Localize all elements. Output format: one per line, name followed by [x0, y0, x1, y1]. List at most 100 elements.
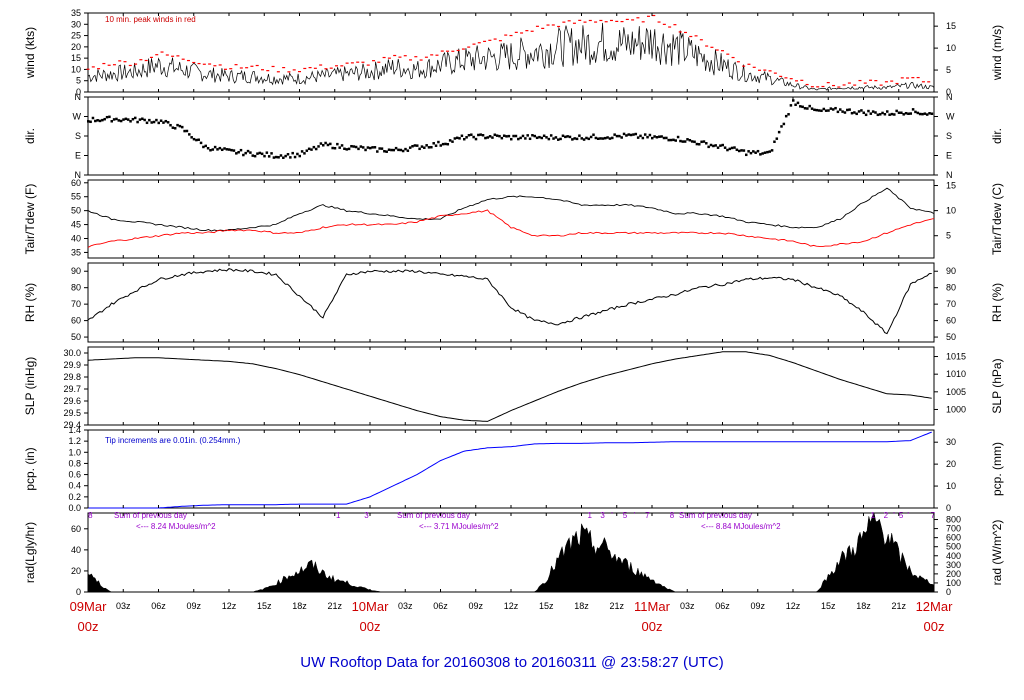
direction-point [155, 118, 158, 122]
direction-point [479, 133, 482, 136]
direction-point [768, 150, 771, 153]
left-tick-label: 0.2 [68, 492, 81, 502]
direction-point [890, 112, 894, 116]
direction-point [148, 118, 151, 122]
right-tick-label: 0 [946, 503, 951, 513]
direction-point [897, 111, 901, 114]
direction-point [373, 146, 377, 149]
direction-point [176, 123, 179, 127]
direction-point [604, 136, 607, 140]
direction-point [265, 151, 269, 154]
left-tick-label: 5 [76, 76, 81, 86]
direction-point [615, 134, 619, 138]
direction-point [573, 137, 576, 140]
direction-point [357, 147, 360, 151]
left-tick-label: 55 [71, 192, 81, 202]
right-tick-label: 200 [946, 569, 961, 579]
direction-point [343, 147, 346, 151]
direction-point [162, 121, 165, 124]
direction-point [606, 136, 609, 139]
direction-point [582, 138, 586, 141]
direction-point [726, 148, 729, 152]
direction-point [204, 144, 207, 148]
direction-point [491, 136, 494, 139]
rh-series [87, 268, 932, 335]
direction-point [251, 154, 254, 157]
sky-code: 3 [364, 511, 369, 520]
direction-point [700, 140, 703, 144]
day-label: 09Mar [70, 599, 108, 614]
direction-point [895, 109, 898, 113]
direction-point [557, 138, 560, 141]
direction-point [197, 138, 200, 141]
direction-point [533, 134, 536, 138]
right-tick-label: 700 [946, 524, 961, 534]
sky-code: 2 [884, 511, 889, 520]
direction-point [740, 149, 743, 152]
direction-point [622, 132, 626, 136]
direction-point [333, 146, 337, 150]
direction-point [291, 151, 294, 155]
direction-point [669, 138, 673, 142]
sky-code: 5 [899, 511, 904, 520]
direction-point [387, 148, 391, 151]
direction-point [439, 144, 442, 147]
direction-point [267, 155, 271, 158]
hour-label: 18z [292, 601, 307, 611]
direction-point [561, 134, 565, 138]
direction-point [345, 148, 348, 151]
direction-point [517, 137, 520, 141]
sky-code: 1 [336, 511, 341, 520]
direction-point [98, 119, 102, 123]
sky-code: ' [907, 511, 909, 520]
right-tick-label: N [946, 92, 953, 102]
direction-point [354, 145, 358, 149]
direction-point [900, 111, 903, 114]
rad-sum-label: Sum of previous day [679, 511, 752, 520]
direction-point [420, 145, 424, 148]
left-tick-label: 29.8 [63, 372, 81, 382]
direction-point [806, 107, 809, 110]
direction-point [658, 135, 661, 138]
sky-code: 1 [871, 511, 876, 520]
direction-point [888, 113, 891, 116]
direction-point [277, 156, 280, 159]
direction-point [181, 125, 184, 129]
direction-point [824, 109, 828, 112]
direction-point [925, 113, 929, 116]
direction-point [813, 108, 816, 112]
direction-point [425, 144, 428, 147]
right-tick-label: 600 [946, 533, 961, 543]
direction-point [815, 108, 818, 112]
direction-point [185, 129, 189, 133]
direction-point [848, 108, 851, 111]
direction-point [502, 134, 506, 137]
left-tick-label: 45 [71, 220, 81, 230]
direction-point [103, 117, 106, 121]
direction-point [681, 140, 685, 143]
hour-label: 03z [116, 601, 131, 611]
direction-point [293, 155, 297, 159]
direction-point [846, 108, 849, 112]
direction-point [119, 119, 123, 123]
direction-point [470, 133, 473, 136]
right-tick-label: 15 [946, 21, 956, 31]
precipitation-ylabel: pcp. (in) [23, 447, 37, 490]
direction-point [213, 145, 217, 149]
hour-label: 15z [539, 601, 554, 611]
direction-point [707, 145, 710, 149]
direction-point [96, 119, 99, 122]
direction-point [521, 134, 525, 138]
direction-point [134, 116, 137, 120]
right-tick-label: E [946, 151, 952, 161]
left-tick-label: W [73, 112, 82, 122]
left-tick-label: 30.0 [63, 348, 81, 358]
direction-point [618, 134, 621, 138]
direction-point [855, 112, 858, 116]
left-tick-label: 25 [71, 31, 81, 41]
right-tick-label: 300 [946, 560, 961, 570]
direction-point [427, 146, 431, 149]
day-label: 10Mar [352, 599, 390, 614]
direction-point [883, 113, 887, 116]
direction-point [112, 118, 116, 121]
